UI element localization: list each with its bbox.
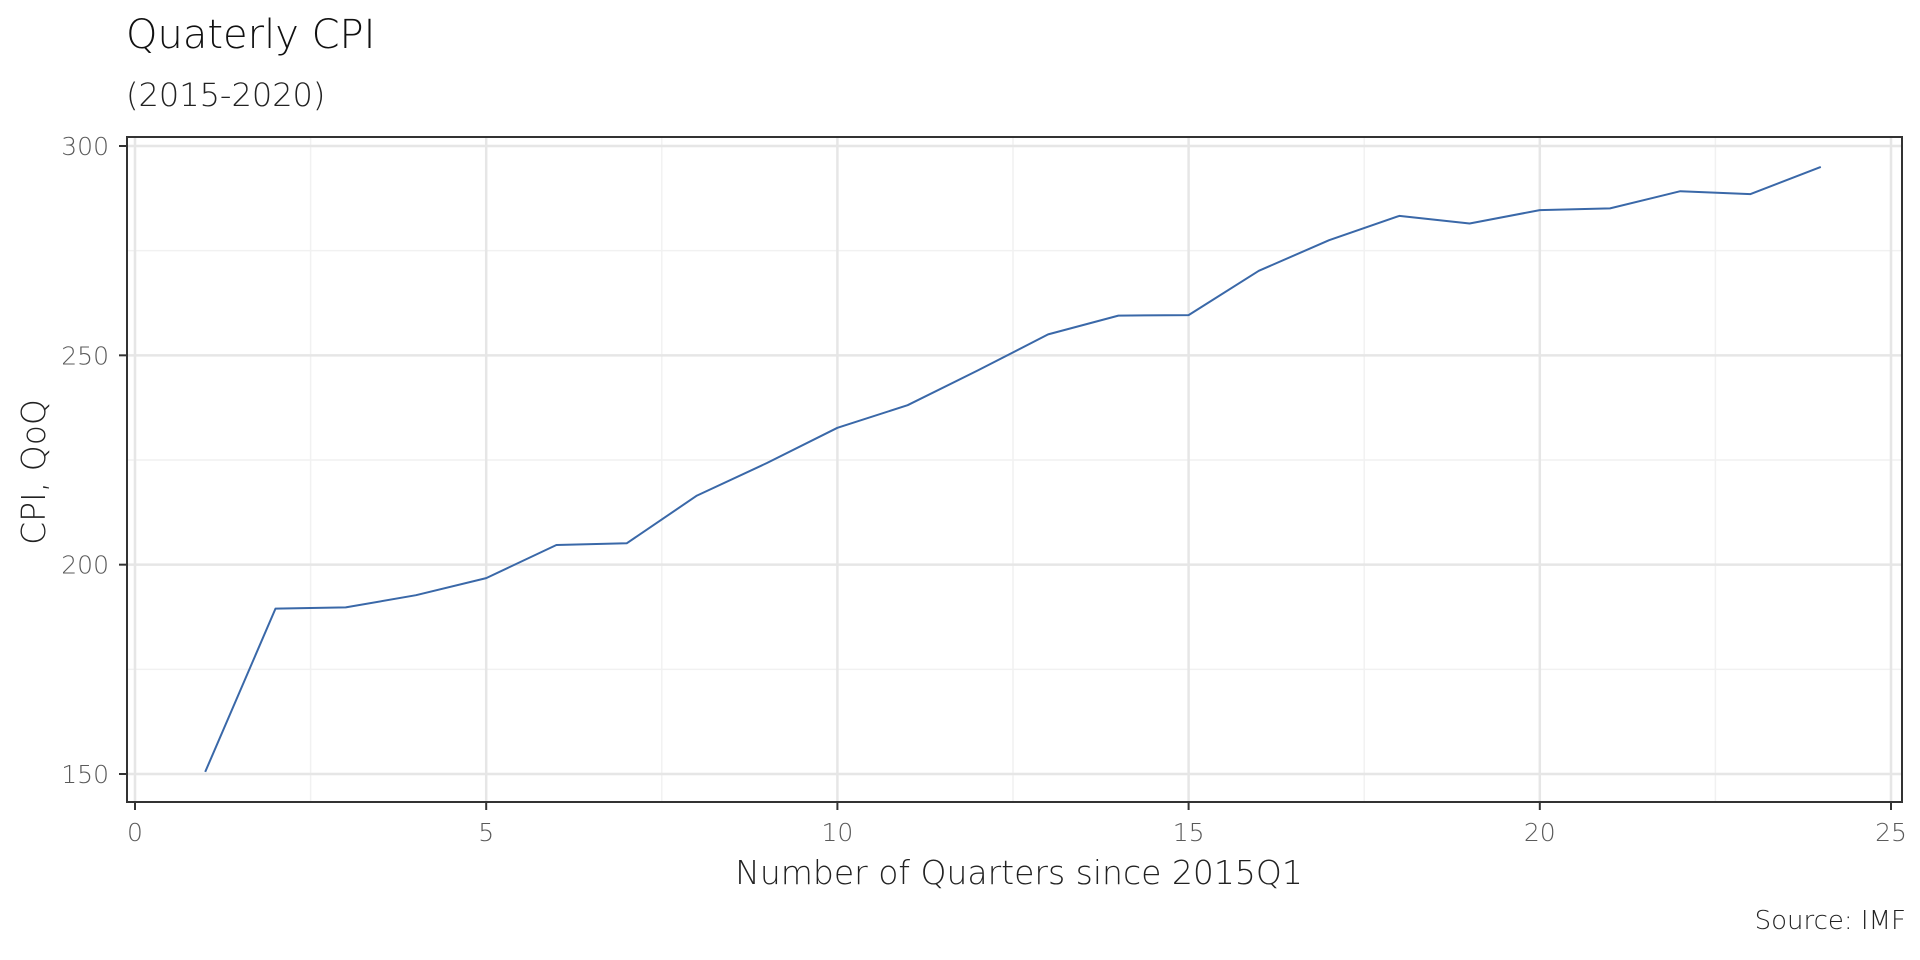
y-axis-title: CPI, QoQ xyxy=(14,399,53,545)
x-axis-tick-labels: 0 5 10 15 20 25 xyxy=(127,818,1907,847)
y-axis-tick-labels: 150 200 250 300 xyxy=(61,132,109,789)
x-tick-label: 20 xyxy=(1524,818,1556,847)
axis-ticks xyxy=(119,145,1892,810)
x-axis-title: Number of Quarters since 2015Q1 xyxy=(735,853,1303,892)
y-tick-label: 300 xyxy=(61,132,109,161)
minor-gridlines xyxy=(127,137,1902,802)
x-tick-label: 0 xyxy=(127,818,143,847)
cpi-series-line xyxy=(204,165,1822,773)
y-tick-label: 150 xyxy=(61,760,109,789)
x-tick-label: 10 xyxy=(821,818,853,847)
plot-panel-border xyxy=(126,136,1903,803)
source-caption: Source: IMF xyxy=(1754,906,1906,936)
y-tick-label: 200 xyxy=(61,551,109,580)
x-tick-label: 15 xyxy=(1173,818,1205,847)
x-tick-label: 5 xyxy=(478,818,494,847)
chart-title: Quaterly CPI xyxy=(126,12,376,58)
major-gridlines xyxy=(127,137,1902,802)
y-tick-label: 250 xyxy=(61,341,109,370)
x-tick-label: 25 xyxy=(1875,818,1907,847)
chart-subtitle: (2015-2020) xyxy=(126,76,326,114)
